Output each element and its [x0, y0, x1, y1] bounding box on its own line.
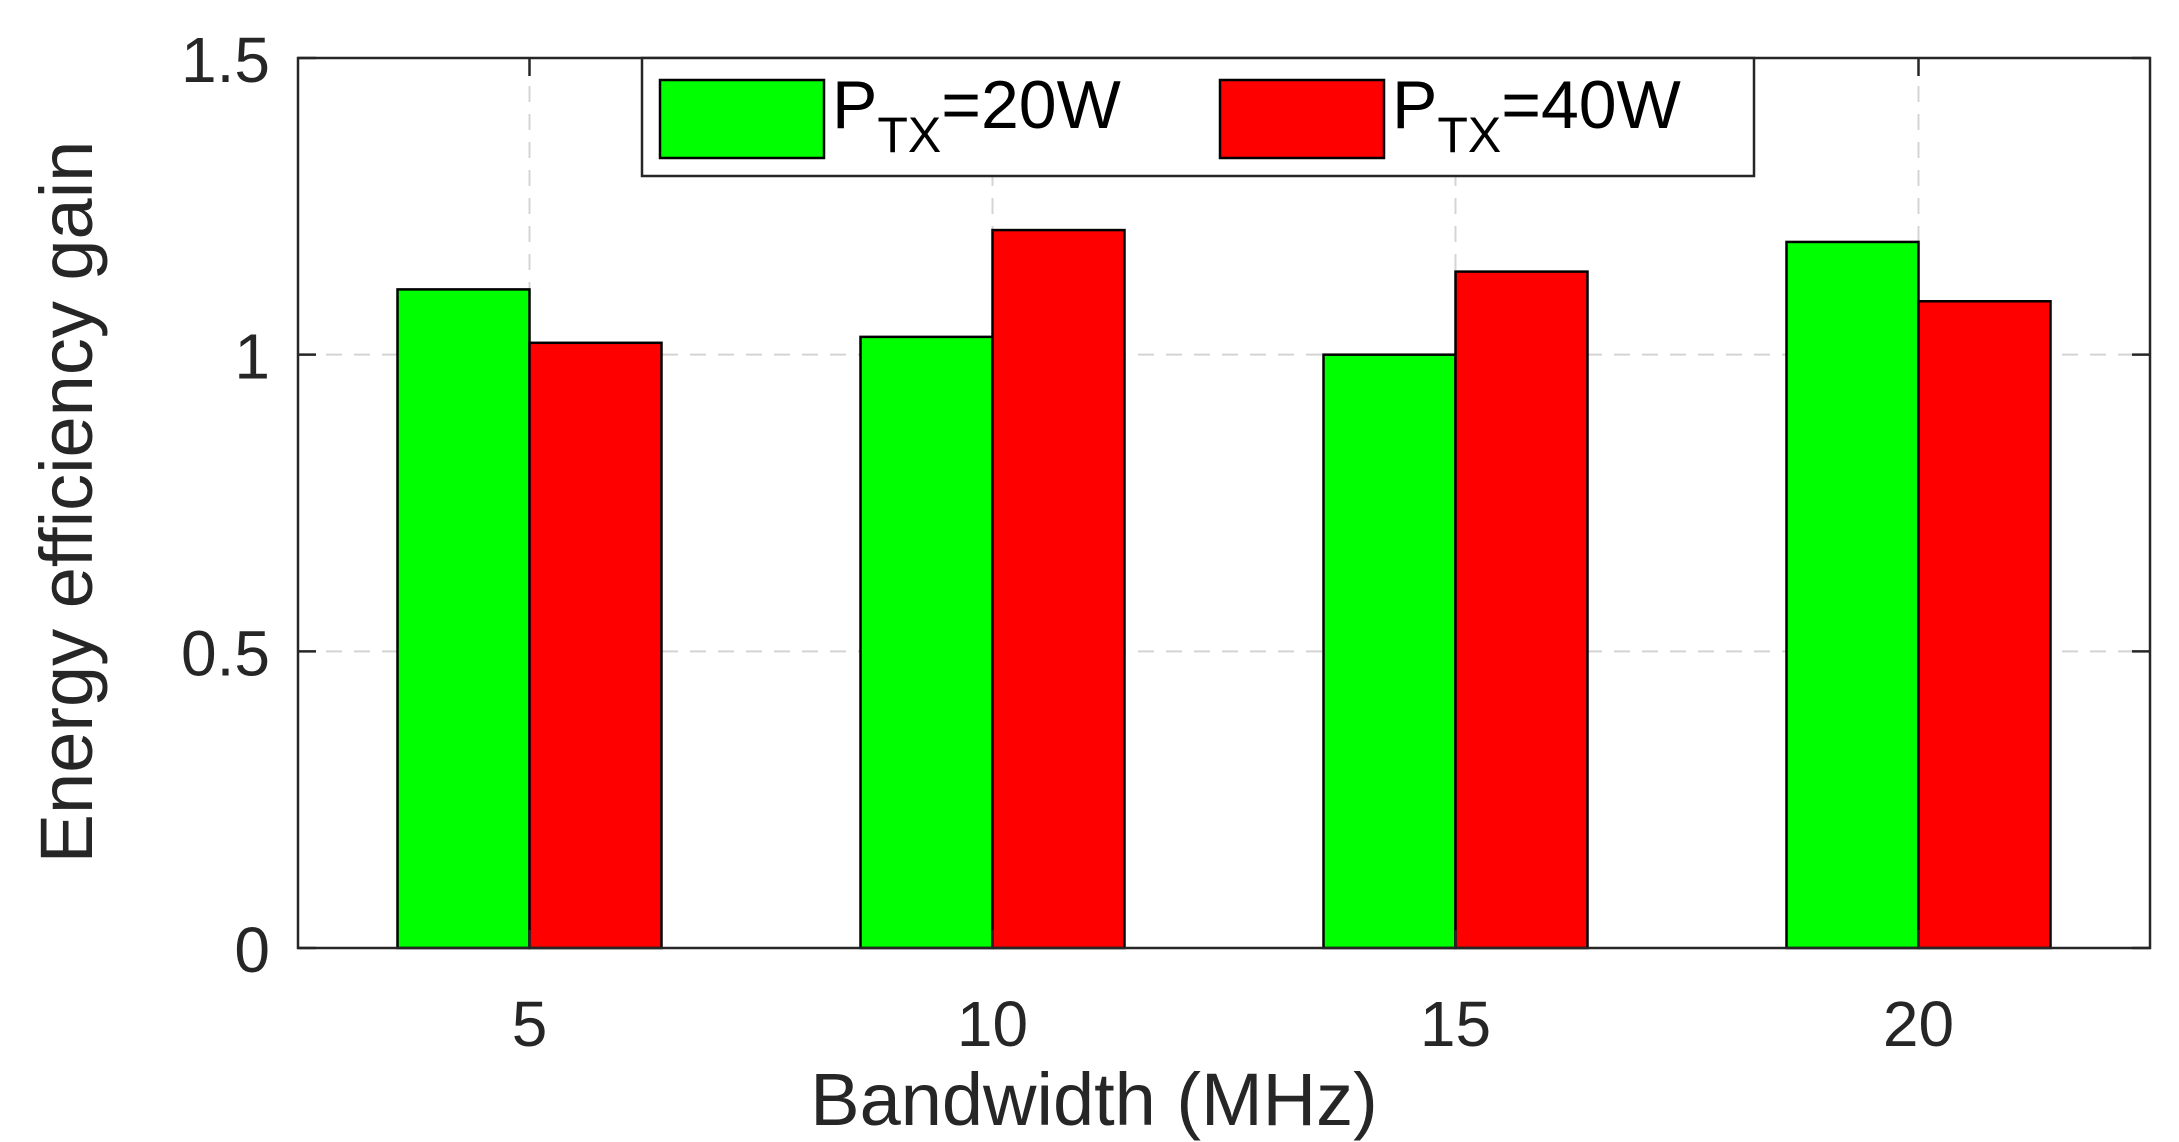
bar-series-2-cat-10: [991, 228, 1126, 950]
bar-series-1-cat-5: [396, 288, 531, 950]
x-tick-label: 5: [512, 988, 548, 1060]
legend-label-1: PTX=20W: [832, 67, 1121, 163]
x-axis-label: Bandwidth (MHz): [810, 1058, 1378, 1141]
legend-label-2: PTX=40W: [1392, 67, 1681, 163]
x-tick-label: 15: [1420, 988, 1491, 1060]
legend: PTX=20W PTX=40W: [640, 56, 1756, 178]
bar-series-1-cat-10: [859, 335, 994, 950]
legend-box: [640, 56, 1756, 178]
axis-ticks: [298, 56, 2150, 950]
tick-labels: 0 0.5 1 1.5 5 10 15 20: [181, 24, 1954, 1060]
bar-series-1-cat-15: [1322, 353, 1457, 950]
y-axis-label: Energy efficiency gain: [25, 141, 108, 864]
legend-swatch-1: [658, 78, 826, 160]
bar-series-2-cat-20: [1917, 300, 2052, 950]
x-tick-label: 20: [1883, 988, 1954, 1060]
bar-series-2-cat-15: [1454, 270, 1589, 950]
y-tick-label: 0.5: [181, 617, 270, 689]
y-tick-label: 0: [234, 914, 270, 986]
bars: [396, 228, 2052, 950]
y-tick-label: 1: [234, 321, 270, 393]
x-tick-label: 10: [957, 988, 1028, 1060]
y-tick-label: 1.5: [181, 24, 270, 96]
legend-swatch-2: [1218, 78, 1386, 160]
bar-series-2-cat-5: [528, 341, 663, 950]
bar-series-1-cat-20: [1785, 240, 1920, 950]
